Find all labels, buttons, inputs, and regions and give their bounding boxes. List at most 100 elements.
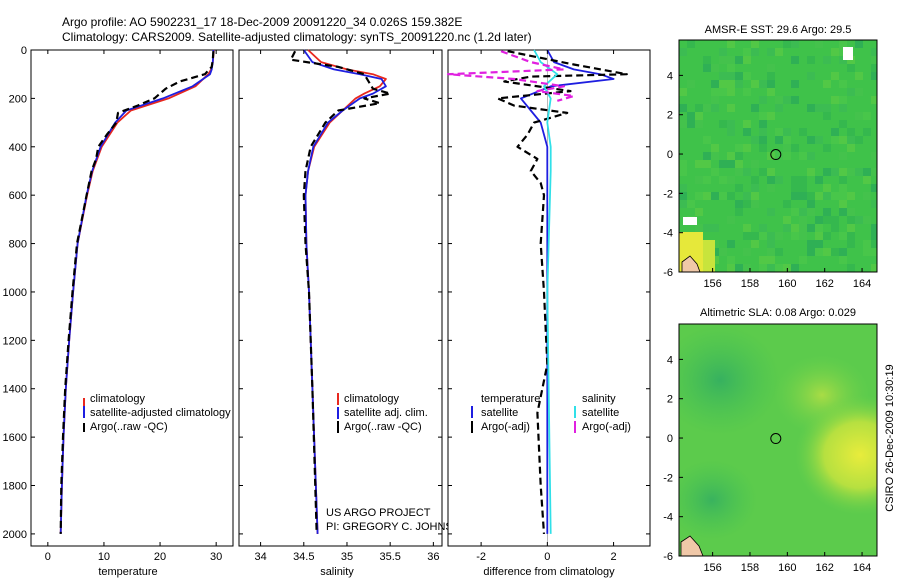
temperature-legend: climatology satellite-adjusted climatolo… bbox=[83, 393, 231, 433]
sst-cell bbox=[703, 160, 711, 168]
sst-cell bbox=[679, 104, 687, 112]
sst-cell bbox=[767, 64, 775, 72]
x-tick-label: 2 bbox=[611, 551, 617, 563]
sst-cell bbox=[679, 120, 687, 128]
sst-cell bbox=[839, 176, 847, 184]
sst-cell bbox=[871, 224, 877, 232]
sst-cell bbox=[815, 224, 823, 232]
sst-cell bbox=[719, 192, 727, 200]
sst-cell bbox=[823, 208, 831, 216]
sst-cell bbox=[799, 192, 807, 200]
x-tick-label: 35.5 bbox=[379, 551, 400, 563]
sst-cell bbox=[751, 136, 759, 144]
sst-cell bbox=[759, 136, 767, 144]
sst-cell bbox=[719, 160, 727, 168]
sst-cell bbox=[831, 48, 839, 56]
sst-cell bbox=[759, 80, 767, 88]
sst-cell bbox=[767, 184, 775, 192]
sst-cell bbox=[831, 136, 839, 144]
sst-cell bbox=[703, 224, 711, 232]
sst-cell bbox=[783, 96, 791, 104]
sst-cell bbox=[759, 264, 767, 272]
sst-cell bbox=[799, 152, 807, 160]
sst-cell bbox=[863, 240, 871, 248]
sst-cell bbox=[719, 72, 727, 80]
sst-cell bbox=[775, 96, 783, 104]
sst-cell bbox=[767, 112, 775, 120]
sst-cell bbox=[791, 232, 799, 240]
sst-cell bbox=[847, 240, 855, 248]
sla-low-1 bbox=[679, 325, 780, 435]
sst-cell bbox=[815, 104, 823, 112]
sst-cell bbox=[711, 96, 719, 104]
sst-cell bbox=[695, 176, 703, 184]
sst-cell bbox=[679, 160, 687, 168]
sst-cell bbox=[727, 240, 735, 248]
sst-cell bbox=[719, 176, 727, 184]
map-x-tick-label: 162 bbox=[816, 278, 834, 290]
sst-cell bbox=[807, 104, 815, 112]
sst-cell bbox=[855, 168, 863, 176]
sst-cell bbox=[839, 200, 847, 208]
sst-cell bbox=[847, 264, 855, 272]
timestamp-stamp: CSIRO 26-Dec-2009 10:30:19 bbox=[884, 364, 896, 511]
sst-cell bbox=[871, 240, 877, 248]
temperature-axes bbox=[30, 49, 234, 547]
sst-cell bbox=[727, 72, 735, 80]
sst-cell bbox=[823, 216, 831, 224]
sst-cell bbox=[751, 80, 759, 88]
legend-argo: Argo(..raw -QC) bbox=[344, 421, 422, 433]
sst-cell bbox=[799, 184, 807, 192]
sst-cell bbox=[839, 168, 847, 176]
sst-cell bbox=[703, 104, 711, 112]
sst-cell bbox=[743, 168, 751, 176]
sst-warm-patch-2 bbox=[703, 240, 715, 272]
sst-cell bbox=[727, 128, 735, 136]
project-credit: US ARGO PROJECT bbox=[326, 507, 431, 519]
sst-cell bbox=[719, 48, 727, 56]
sst-cell bbox=[703, 192, 711, 200]
sst-cell bbox=[687, 40, 695, 48]
sst-cell bbox=[743, 200, 751, 208]
sst-cell bbox=[863, 128, 871, 136]
sst-cell bbox=[759, 256, 767, 264]
sst-cell bbox=[847, 216, 855, 224]
sst-cell bbox=[871, 248, 877, 256]
sst-cell bbox=[863, 216, 871, 224]
salinity-panel: 34 34.5 35 35.5 36 salinity climatology sate… bbox=[238, 49, 469, 578]
sst-cell bbox=[823, 104, 831, 112]
sst-cell bbox=[783, 200, 791, 208]
x-tick-label: 36 bbox=[427, 551, 439, 563]
sst-cell bbox=[743, 224, 751, 232]
sst-cell bbox=[751, 232, 759, 240]
sst-cell bbox=[719, 248, 727, 256]
sst-cell bbox=[735, 168, 743, 176]
map-x-tick-label: 158 bbox=[741, 278, 759, 290]
sst-x-ticks: 156 158 160 162 164 bbox=[703, 268, 871, 290]
sst-cell bbox=[839, 104, 847, 112]
sst-cell bbox=[823, 192, 831, 200]
difference-xlabel: difference from climatology bbox=[483, 566, 615, 578]
sst-cell bbox=[847, 224, 855, 232]
sst-cell bbox=[711, 104, 719, 112]
sst-cell bbox=[791, 96, 799, 104]
series-argo-raw-qc bbox=[289, 50, 392, 534]
sst-cell bbox=[735, 200, 743, 208]
sst-cell bbox=[711, 152, 719, 160]
legend-temp-argo: Argo(-adj) bbox=[481, 421, 530, 433]
sst-cell bbox=[783, 224, 791, 232]
sst-cell bbox=[799, 224, 807, 232]
sst-cell bbox=[743, 248, 751, 256]
sst-cell bbox=[759, 120, 767, 128]
sst-cell bbox=[815, 248, 823, 256]
sst-cell bbox=[863, 176, 871, 184]
y-tick-label: 1200 bbox=[3, 335, 27, 347]
sst-cell bbox=[711, 192, 719, 200]
sst-land bbox=[681, 255, 701, 272]
sst-cell bbox=[767, 48, 775, 56]
map-y-tick-label: 4 bbox=[667, 70, 673, 82]
sla-map-frame bbox=[678, 323, 878, 557]
sst-cell bbox=[727, 176, 735, 184]
sst-cell bbox=[743, 232, 751, 240]
difference-marks bbox=[446, 49, 650, 546]
